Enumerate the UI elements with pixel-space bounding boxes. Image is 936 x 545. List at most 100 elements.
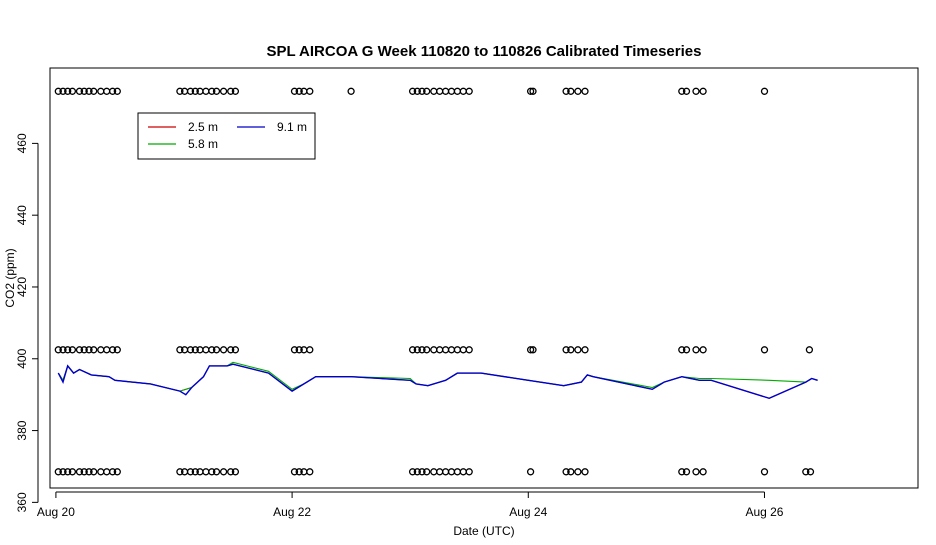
series-line-5-8-m [57, 361, 818, 392]
calibration-point [692, 468, 700, 476]
y-axis: 360 380 400 420 440 460 [15, 133, 39, 512]
calibration-point [465, 87, 473, 95]
calibration-point [108, 346, 117, 354]
calibration-point [290, 468, 299, 476]
calibration-point [423, 468, 431, 476]
chart-title: SPL AIRCOA G Week 110820 to 110826 Calib… [267, 43, 702, 60]
legend: 2.5 m 5.8 m 9.1 m [137, 112, 316, 160]
x-axis: Aug 20 Aug 22 Aug 24 Aug 26 [37, 491, 784, 519]
calibration-point [186, 87, 195, 95]
calibration-point [418, 346, 426, 354]
calibration-point [108, 468, 117, 476]
calibration-point [526, 87, 535, 95]
legend-label: 2.5 m [188, 120, 218, 134]
calibration-point [113, 468, 121, 476]
calibration-point [231, 346, 240, 354]
calibration-point [202, 87, 210, 95]
calibration-point [699, 87, 707, 95]
calibration-point [75, 468, 84, 476]
calibration-point [290, 346, 299, 354]
calibration-point [54, 468, 62, 476]
calibration-point [562, 468, 570, 476]
calibration-point [436, 87, 444, 95]
calibration-point [85, 87, 93, 95]
y-tick-label: 440 [15, 205, 29, 225]
legend-label: 5.8 m [188, 137, 218, 151]
calibration-point [459, 468, 467, 476]
x-tick-label: Aug 20 [37, 505, 75, 519]
calibration-point [75, 87, 84, 95]
calibration-point [682, 346, 691, 354]
calibration-point [290, 87, 299, 95]
calibration-point [212, 468, 221, 476]
x-tick-label: Aug 26 [745, 505, 783, 519]
calibration-point [423, 346, 431, 354]
calibration-point [176, 87, 184, 95]
calibration-point [186, 346, 195, 354]
calibration-point [80, 468, 88, 476]
calibration-point [54, 87, 62, 95]
calibration-point [212, 87, 221, 95]
calibration-point [692, 87, 700, 95]
y-axis-label: CO2 (ppm) [3, 248, 17, 307]
calibration-point [347, 87, 355, 95]
calibration-point [97, 346, 105, 354]
calibration-points-layer [54, 87, 815, 476]
calibration-point [208, 346, 216, 354]
series-layer [57, 361, 818, 400]
calibration-point [54, 346, 62, 354]
calibration-point [567, 468, 575, 476]
calibration-point [802, 468, 810, 476]
calibration-point [760, 346, 769, 354]
calibration-point [306, 346, 314, 354]
calibration-point [408, 346, 417, 354]
calibration-point [295, 468, 303, 476]
calibration-point [447, 468, 456, 476]
calibration-point [581, 468, 589, 476]
calibration-point [418, 87, 426, 95]
calibration-point [202, 468, 210, 476]
calibration-point [227, 468, 235, 476]
calibration-point [567, 87, 575, 95]
calibration-point [418, 468, 426, 476]
calibration-point [208, 87, 216, 95]
plot-frame [49, 67, 919, 489]
y-tick-label: 400 [15, 348, 29, 368]
calibration-point [97, 87, 105, 95]
y-tick-label: 360 [15, 492, 29, 512]
calibration-point [227, 87, 235, 95]
calibration-point [453, 468, 462, 476]
calibration-point [59, 468, 67, 476]
calibration-point [191, 468, 199, 476]
calibration-point [413, 468, 421, 476]
calibration-point [436, 468, 444, 476]
calibration-point [295, 346, 303, 354]
calibration-point [413, 87, 421, 95]
calibration-point [64, 468, 72, 476]
calibration-point [68, 346, 77, 354]
calibration-point [430, 468, 438, 476]
calibration-point [529, 346, 537, 354]
calibration-point [423, 87, 431, 95]
calibration-point [219, 87, 228, 95]
calibration-point [408, 87, 417, 95]
series-line-9-1-m [57, 363, 818, 400]
calibration-point [465, 346, 473, 354]
calibration-point [59, 87, 67, 95]
calibration-point [459, 346, 467, 354]
calibration-point [85, 346, 93, 354]
calibration-point [447, 346, 456, 354]
calibration-point [413, 346, 421, 354]
calibration-point [526, 468, 535, 476]
calibration-point [430, 346, 438, 354]
calibration-point [574, 468, 582, 476]
calibration-point [529, 87, 537, 95]
calibration-point [227, 346, 235, 354]
calibration-point [212, 346, 221, 354]
calibration-point [80, 346, 88, 354]
calibration-point [68, 87, 77, 95]
calibration-point [430, 87, 438, 95]
calibration-point [59, 346, 67, 354]
y-tick-label: 380 [15, 420, 29, 440]
